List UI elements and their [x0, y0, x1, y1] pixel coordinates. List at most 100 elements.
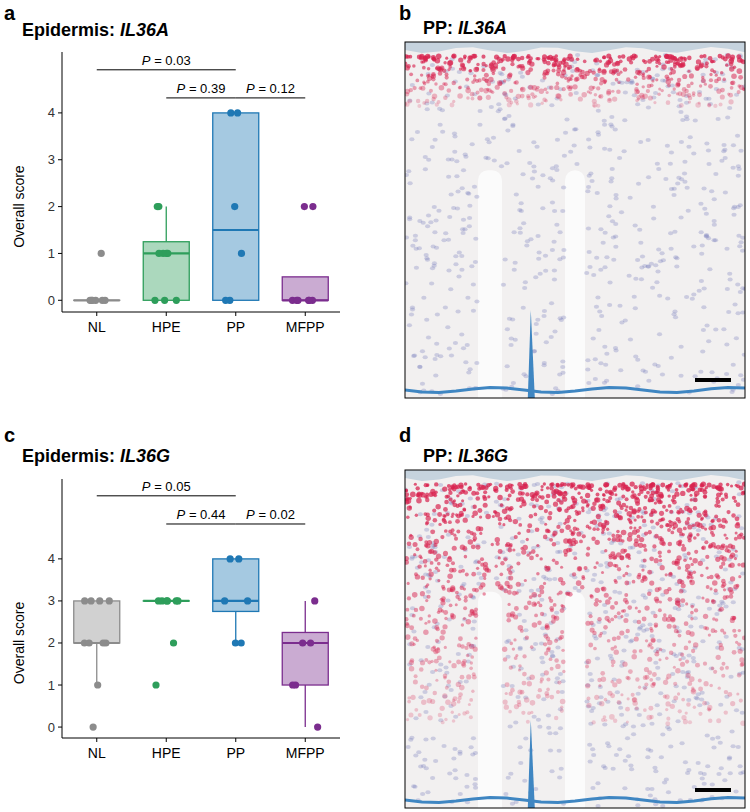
nucleus [669, 151, 674, 155]
nucleus [653, 91, 658, 95]
nucleus [671, 90, 676, 94]
nucleus [723, 156, 728, 160]
nucleus [477, 109, 482, 113]
nucleus [456, 652, 461, 656]
stain-dot [581, 509, 584, 512]
nucleus [591, 706, 596, 710]
p-rest: = 0.12 [255, 81, 295, 96]
nucleus [635, 384, 640, 388]
nucleus [702, 782, 707, 786]
nucleus [463, 360, 468, 364]
y-tick-label: 4 [48, 105, 55, 120]
nucleus [555, 645, 560, 649]
stain-dot [687, 70, 690, 73]
x-tick-label: NL [88, 319, 106, 335]
nucleus [550, 248, 555, 252]
nucleus [633, 306, 638, 310]
nucleus [423, 167, 428, 171]
nucleus [615, 690, 620, 694]
nucleus [483, 156, 488, 160]
point [155, 250, 162, 257]
nucleus [606, 214, 611, 218]
nucleus [520, 75, 525, 79]
stain-dot [637, 98, 640, 101]
nucleus [446, 268, 451, 272]
nucleus [682, 171, 687, 175]
nucleus [613, 245, 618, 249]
nucleus [603, 766, 608, 770]
stain-dot [501, 66, 506, 71]
stain-dot [583, 60, 587, 64]
nucleus [735, 283, 740, 287]
stain-dot [695, 102, 701, 108]
nucleus [590, 786, 595, 790]
nucleus [595, 781, 600, 785]
nucleus [631, 599, 636, 603]
stain-dot [618, 55, 622, 59]
stain-dot [676, 61, 681, 66]
nucleus [602, 723, 607, 727]
nucleus [593, 377, 598, 381]
stain-dot [681, 92, 687, 98]
nucleus [622, 118, 627, 122]
nucleus [628, 763, 633, 767]
nucleus [602, 123, 607, 127]
stain-dot [465, 88, 471, 94]
nucleus [623, 91, 628, 95]
x-tick [305, 738, 306, 742]
nucleus [634, 707, 639, 711]
stain-dot [619, 59, 623, 63]
nucleus [675, 719, 680, 723]
nucleus [429, 523, 434, 527]
stain-dot [692, 91, 696, 95]
stain-dot [518, 64, 522, 68]
nucleus [603, 231, 608, 235]
image-title: PP: IL36A [423, 18, 507, 38]
stain-dot [596, 86, 600, 90]
nucleus [701, 186, 706, 190]
nucleus [593, 357, 598, 361]
nucleus [697, 703, 702, 707]
stain-dot [615, 69, 619, 73]
stain-dot [405, 54, 408, 58]
nucleus [522, 779, 527, 783]
nucleus [421, 764, 426, 768]
stain-dot [609, 69, 614, 74]
stain-dot [417, 55, 422, 60]
nucleus [659, 251, 664, 255]
nucleus [731, 363, 736, 367]
stain-dot [503, 79, 506, 82]
nucleus [619, 320, 624, 324]
stain-dot [429, 89, 433, 93]
nucleus [696, 528, 701, 532]
nucleus [447, 771, 452, 775]
nucleus [617, 701, 622, 705]
stain-dot [731, 80, 736, 85]
y-tick [58, 642, 62, 643]
nucleus [741, 671, 745, 675]
nucleus [692, 498, 697, 502]
stain-dot [520, 87, 525, 92]
stain-dot [458, 86, 461, 89]
stain-dot [431, 73, 436, 78]
stain-dot [406, 64, 410, 68]
nucleus [623, 635, 628, 639]
stain-dot [616, 678, 622, 684]
nucleus [590, 747, 595, 751]
point [301, 203, 308, 210]
stain-dot [490, 67, 495, 72]
stain-dot [602, 69, 607, 74]
stain-dot [737, 673, 741, 677]
nucleus [506, 114, 511, 118]
nucleus [513, 261, 518, 265]
nucleus [546, 714, 551, 718]
nucleus [568, 544, 573, 548]
stain-dot [606, 53, 611, 58]
stain-dot [526, 529, 530, 533]
nucleus [453, 254, 458, 258]
nucleus [724, 247, 729, 251]
stain-dot [629, 60, 633, 64]
nucleus [655, 703, 660, 707]
nucleus [639, 265, 644, 269]
stain-dot [484, 73, 489, 78]
